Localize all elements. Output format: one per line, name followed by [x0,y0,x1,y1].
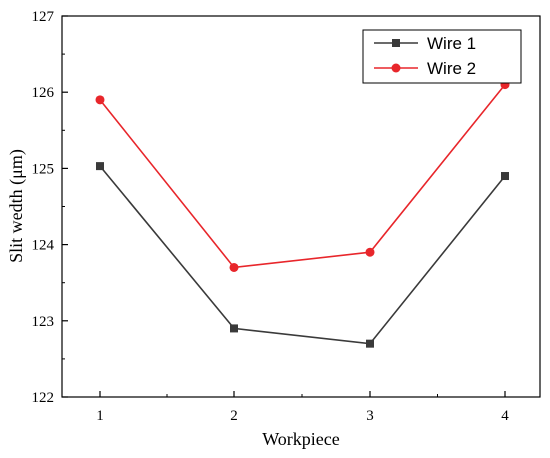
data-point-wire-1 [366,339,374,348]
data-point-wire-2 [365,247,375,257]
legend: Wire 1 Wire 2 [362,29,522,84]
series-wire-2 [95,80,510,272]
x-axis-title: Workpiece [262,429,340,449]
series-layer [95,80,510,348]
y-axis: 122 123 124 125 126 127 [32,9,68,406]
x-tick-label: 3 [366,408,374,424]
data-point-wire-2 [229,262,239,272]
legend-label-wire-2: Wire 2 [427,59,476,78]
y-tick-label: 124 [32,238,55,254]
data-point-wire-2 [95,95,105,105]
y-tick-label: 123 [32,314,55,330]
y-tick-label: 126 [32,85,55,101]
series-line-wire-1 [99,165,506,345]
data-point-wire-1 [230,324,238,333]
x-tick-label: 1 [96,408,104,424]
x-tick-label: 4 [501,408,509,424]
legend-marker-wire-2 [391,63,401,73]
legend-label-wire-1: Wire 1 [427,34,476,53]
series-line-wire-2 [99,84,506,269]
series-wire-1 [96,162,509,348]
y-tick-label: 122 [32,390,55,406]
x-axis: 1 2 3 4 [96,391,509,424]
data-point-wire-1 [96,162,104,171]
y-tick-label: 125 [32,161,55,177]
y-axis-title: Slit wedth (μm) [6,149,27,263]
legend-marker-wire-1 [392,39,400,47]
legend-box [362,29,522,84]
data-point-wire-1 [501,172,509,181]
y-tick-label: 127 [32,9,55,25]
x-tick-label: 2 [230,408,238,424]
